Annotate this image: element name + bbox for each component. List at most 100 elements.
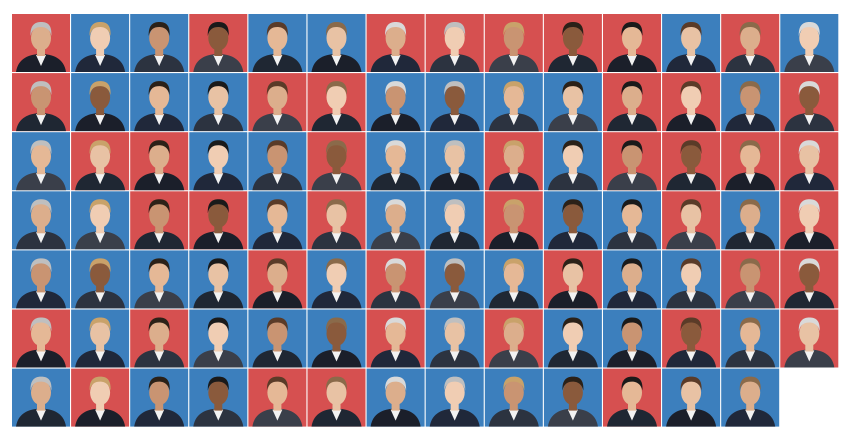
- portrait: [12, 14, 70, 72]
- collar: [331, 232, 342, 244]
- neck: [450, 284, 459, 293]
- portrait: [12, 73, 70, 132]
- neck: [509, 166, 518, 175]
- neck: [568, 48, 577, 56]
- face: [444, 380, 465, 406]
- portrait: [307, 132, 366, 191]
- collar: [449, 55, 460, 66]
- collar: [331, 409, 342, 421]
- hair: [207, 81, 229, 96]
- neck: [509, 107, 518, 116]
- collar: [390, 55, 401, 66]
- hair: [798, 22, 820, 36]
- portrait: [603, 250, 661, 309]
- neck: [332, 343, 341, 352]
- collar: [627, 350, 637, 362]
- face: [444, 143, 465, 169]
- hair: [207, 22, 229, 36]
- collar: [154, 173, 165, 185]
- hair: [207, 317, 229, 332]
- collar: [567, 114, 578, 126]
- neck: [509, 284, 518, 293]
- portrait: [366, 132, 425, 191]
- hair: [444, 317, 466, 332]
- face: [208, 84, 229, 110]
- portrait: [425, 73, 484, 132]
- collar: [627, 291, 637, 303]
- portrait: [248, 73, 307, 132]
- face: [385, 321, 406, 346]
- hair: [739, 258, 761, 273]
- hair: [30, 140, 52, 155]
- portrait: [662, 309, 721, 368]
- face: [562, 84, 583, 110]
- collar: [331, 173, 342, 185]
- collar: [745, 409, 756, 421]
- collar: [213, 291, 224, 303]
- neck: [687, 284, 696, 293]
- face: [149, 321, 170, 346]
- hair: [266, 317, 288, 332]
- portrait: [780, 14, 839, 72]
- collar: [567, 173, 578, 185]
- hair: [148, 199, 170, 214]
- neck: [214, 225, 223, 234]
- portrait: [189, 14, 248, 72]
- hair: [621, 258, 643, 273]
- face: [267, 321, 288, 346]
- portrait: [366, 73, 425, 132]
- face: [740, 202, 761, 228]
- collar: [804, 232, 815, 244]
- hair: [30, 258, 52, 273]
- face: [385, 25, 406, 51]
- face: [622, 261, 642, 287]
- hair: [148, 140, 170, 155]
- face: [267, 202, 288, 228]
- face: [503, 261, 524, 287]
- portrait: [543, 309, 602, 368]
- portrait: [662, 14, 721, 72]
- neck: [687, 107, 696, 116]
- collar: [390, 291, 401, 303]
- portrait: [248, 191, 307, 250]
- face: [208, 143, 229, 169]
- portrait: [130, 309, 189, 368]
- collar: [627, 232, 637, 244]
- face: [267, 84, 288, 110]
- face: [799, 25, 820, 51]
- neck: [805, 48, 814, 56]
- portrait: [307, 309, 366, 368]
- face: [444, 321, 465, 346]
- portrait: [366, 250, 425, 309]
- neck: [96, 166, 105, 175]
- neck: [155, 107, 164, 116]
- face: [267, 25, 288, 51]
- hair: [621, 81, 643, 96]
- neck: [628, 343, 636, 352]
- portrait: [189, 250, 248, 309]
- portrait-wall: [12, 14, 839, 427]
- portrait: [130, 132, 189, 191]
- face: [208, 202, 229, 228]
- face: [503, 380, 524, 406]
- face: [799, 202, 820, 228]
- collar: [213, 409, 224, 421]
- face: [385, 143, 406, 169]
- hair: [148, 317, 170, 332]
- hair: [798, 258, 820, 273]
- neck: [332, 402, 341, 411]
- face: [31, 143, 51, 169]
- hair: [30, 317, 52, 332]
- hair: [503, 81, 525, 96]
- neck: [391, 402, 400, 411]
- face: [681, 321, 702, 346]
- neck: [805, 284, 814, 293]
- collar: [567, 232, 578, 244]
- neck: [273, 343, 282, 352]
- hair: [680, 22, 702, 36]
- face: [149, 143, 170, 169]
- hair: [739, 81, 761, 96]
- hair: [385, 317, 407, 332]
- face: [681, 380, 702, 406]
- hair: [621, 376, 643, 391]
